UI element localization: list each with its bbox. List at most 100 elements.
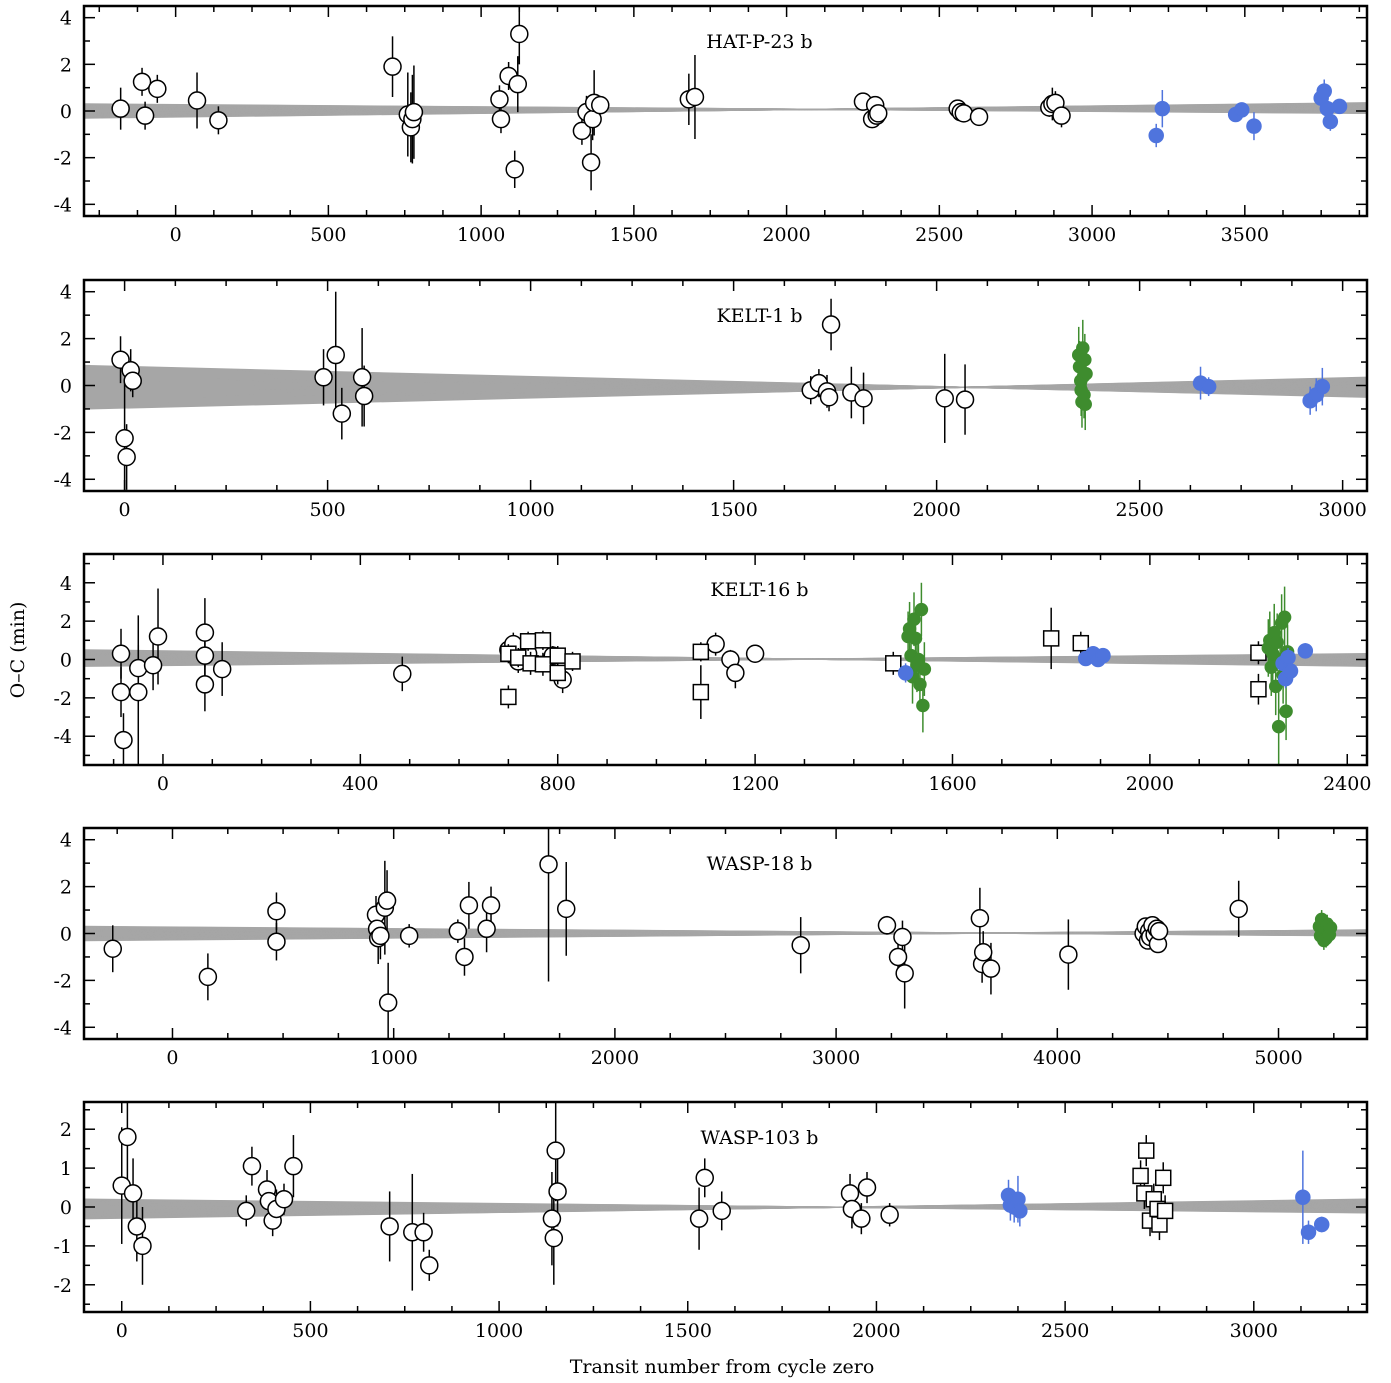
y-tick-label: 4 — [60, 282, 72, 304]
data-point-square — [885, 655, 902, 672]
data-point-square — [1151, 1216, 1168, 1233]
y-tick-label: -4 — [53, 726, 72, 748]
data-point — [274, 1189, 294, 1209]
data-point — [556, 899, 576, 919]
data-point — [111, 682, 131, 702]
data-point — [209, 111, 228, 130]
x-tick-label: 1500 — [664, 1320, 712, 1342]
data-point-square — [534, 632, 552, 649]
plot-area — [84, 291, 1367, 491]
data-point — [148, 627, 168, 646]
x-tick-label: 1200 — [731, 773, 779, 795]
data-point — [908, 631, 923, 646]
x-tick-label: 2000 — [912, 499, 960, 521]
data-point — [581, 153, 601, 172]
y-tick-label: -2 — [53, 970, 72, 992]
data-point — [955, 390, 975, 409]
panel-4: 0 1000 2000 3000 4000 5000 -4 -2 0 2 4 WASP-18 b — [53, 826, 1369, 1069]
x-tick-label: 2500 — [1115, 499, 1163, 521]
data-point — [378, 993, 398, 1012]
data-point — [1079, 367, 1093, 381]
series-open-circle — [111, 588, 765, 765]
x-tick-label: 0 — [116, 1320, 128, 1342]
data-point — [1059, 945, 1078, 964]
y-tick-label: 4 — [60, 830, 72, 852]
data-point — [1323, 920, 1338, 935]
data-point — [544, 1228, 564, 1248]
data-point — [1300, 1224, 1317, 1241]
data-point — [212, 659, 232, 679]
data-point — [907, 612, 921, 626]
ticks: 0 500 1000 1500 2000 2500 3000 -4 -2 0 2 4 — [53, 280, 1367, 521]
ticks: 0 400 800 1200 1600 2000 2400 -4 -2 0 2 4 — [53, 554, 1371, 795]
data-point — [1322, 113, 1339, 130]
data-point — [399, 926, 419, 946]
data-point — [539, 855, 558, 874]
y-tick-label: 0 — [60, 650, 72, 672]
x-tick-label: 3000 — [1068, 224, 1116, 246]
data-point — [689, 1209, 709, 1228]
data-point — [1234, 102, 1250, 118]
x-tick-label: 500 — [310, 224, 346, 246]
x-tick-label: 3000 — [812, 1047, 860, 1069]
x-tick-label: 0 — [157, 773, 169, 795]
x-tick-label: 500 — [309, 499, 345, 521]
data-point — [242, 1156, 262, 1176]
y-tick-label: -4 — [53, 469, 72, 491]
y-tick-label: 1 — [60, 1158, 72, 1180]
data-point — [1078, 397, 1092, 412]
data-point — [111, 644, 131, 663]
ticks: 0 500 1000 1500 2000 2500 3000 3500 -4 -2 0 2 4 — [53, 6, 1367, 246]
data-point — [195, 675, 215, 694]
data-point — [888, 947, 908, 967]
data-point — [726, 663, 745, 683]
data-point — [187, 91, 207, 110]
series-open-square — [1132, 1135, 1174, 1241]
x-axis-label: Transit number from cycle zero — [570, 1356, 875, 1378]
data-point-square — [1042, 630, 1060, 647]
data-point — [546, 1141, 565, 1160]
x-tick-label: 1000 — [506, 499, 554, 521]
data-point — [1316, 83, 1332, 99]
ticks: 0 1000 2000 3000 4000 5000 -4 -2 0 2 4 — [53, 828, 1367, 1069]
data-point — [380, 1217, 399, 1236]
x-tick-label: 1000 — [457, 224, 505, 246]
model-band — [84, 102, 1367, 119]
data-point-square — [1156, 1202, 1174, 1220]
data-point — [840, 1184, 860, 1203]
data-point — [103, 939, 123, 958]
data-point — [857, 1178, 877, 1197]
data-point — [706, 634, 725, 654]
data-point — [114, 730, 133, 750]
data-point — [1148, 127, 1164, 144]
data-point — [195, 646, 215, 665]
x-tick-label: 1500 — [709, 499, 757, 521]
x-tick-label: 1600 — [928, 773, 976, 795]
panels: 0 500 1000 1500 2000 2500 3000 3500-4-2024HAT-P… — [53, 4, 1371, 1342]
data-point — [1268, 679, 1283, 694]
data-point — [981, 959, 1001, 978]
data-point — [284, 1156, 303, 1176]
x-tick-label: 4000 — [1033, 1047, 1081, 1069]
panel-5: 0 500 1000 1500 2000 2500 3000 -2 -1 0 1 2 WASP-103 … — [53, 1100, 1369, 1342]
data-point — [913, 677, 927, 692]
data-point — [132, 72, 152, 92]
y-tick-label: 0 — [60, 1197, 72, 1219]
data-point — [791, 935, 810, 955]
ticks: 0 500 1000 1500 2000 2500 3000 -2 -1 0 1 2 — [53, 1102, 1367, 1342]
x-tick-label: 1000 — [370, 1047, 418, 1069]
data-point — [1154, 100, 1171, 117]
data-point-square — [692, 683, 710, 701]
data-point — [491, 109, 511, 129]
x-tick-label: 5000 — [1254, 1047, 1302, 1069]
data-point — [111, 99, 130, 118]
data-point — [420, 1256, 439, 1275]
data-point-square — [1137, 1142, 1155, 1159]
data-point — [198, 967, 218, 987]
data-point — [133, 1236, 152, 1256]
y-tick-label: 2 — [60, 877, 72, 899]
series-open-circle — [103, 828, 1248, 1039]
series-open-circle — [112, 1102, 899, 1291]
plot-area — [84, 6, 1367, 191]
data-point — [914, 602, 929, 617]
